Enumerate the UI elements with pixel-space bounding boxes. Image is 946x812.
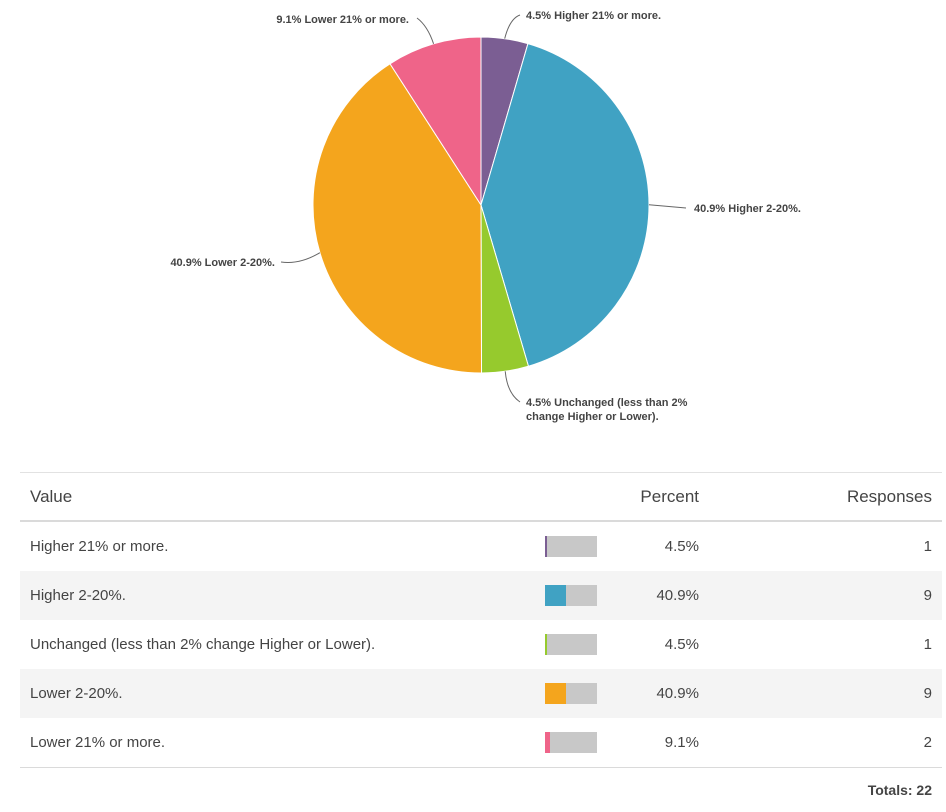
pie-chart: 4.5% Higher 21% or more. 40.9% Higher 2-2… xyxy=(0,0,946,440)
pie-chart-svg: 4.5% Higher 21% or more. 40.9% Higher 2-2… xyxy=(0,0,946,440)
pie-slice-label: 40.9% Lower 2-20%. xyxy=(170,257,275,269)
percent-bar xyxy=(545,585,597,606)
percent-bar xyxy=(545,536,597,557)
percent-bar-fill xyxy=(545,585,566,606)
table-row: Lower 21% or more. 9.1%2 xyxy=(20,718,942,768)
row-bar-cell xyxy=(538,571,610,620)
header-percent: Percent xyxy=(610,473,701,522)
row-bar-cell xyxy=(538,718,610,768)
header-value: Value xyxy=(20,473,538,522)
table-row: Higher 21% or more. 4.5%1 xyxy=(20,521,942,571)
pie-slice-label: 9.1% Lower 21% or more. xyxy=(276,14,409,26)
pie-label-connector xyxy=(417,18,434,44)
pie-label-connector xyxy=(505,15,520,39)
row-value: Higher 2-20%. xyxy=(20,571,538,620)
row-value: Lower 2-20%. xyxy=(20,669,538,718)
header-bar xyxy=(538,473,610,522)
table-row: Higher 2-20%. 40.9%9 xyxy=(20,571,942,620)
totals-row: Totals: 22 xyxy=(20,768,942,812)
table-row: Unchanged (less than 2% change Higher or… xyxy=(20,620,942,669)
pie-label-connector xyxy=(649,205,686,208)
row-bar-cell xyxy=(538,669,610,718)
row-bar-cell xyxy=(538,521,610,571)
header-responses: Responses xyxy=(701,473,942,522)
row-value: Higher 21% or more. xyxy=(20,521,538,571)
row-responses: 2 xyxy=(701,718,942,768)
pie-slice-label: 4.5% Higher 21% or more. xyxy=(526,10,661,22)
percent-bar xyxy=(545,732,597,753)
row-percent: 40.9% xyxy=(610,571,701,620)
row-percent: 4.5% xyxy=(610,521,701,571)
percent-bar-fill xyxy=(545,732,550,753)
row-responses: 1 xyxy=(701,521,942,571)
pie-label-connector xyxy=(505,371,520,402)
table-header-row: Value Percent Responses xyxy=(20,473,942,522)
percent-bar xyxy=(545,634,597,655)
row-value: Lower 21% or more. xyxy=(20,718,538,768)
percent-bar-fill xyxy=(545,683,566,704)
percent-bar xyxy=(545,683,597,704)
row-percent: 4.5% xyxy=(610,620,701,669)
percent-bar-fill xyxy=(545,536,547,557)
row-bar-cell xyxy=(538,620,610,669)
table-row: Lower 2-20%. 40.9%9 xyxy=(20,669,942,718)
percent-bar-fill xyxy=(545,634,547,655)
row-percent: 40.9% xyxy=(610,669,701,718)
row-responses: 9 xyxy=(701,571,942,620)
results-table: Value Percent Responses Higher 21% or mo… xyxy=(20,472,942,812)
pie-slice-label: 40.9% Higher 2-20%. xyxy=(694,203,801,215)
totals-text: Totals: 22 xyxy=(20,768,942,812)
pie-label-connector xyxy=(281,253,320,263)
row-responses: 9 xyxy=(701,669,942,718)
row-value: Unchanged (less than 2% change Higher or… xyxy=(20,620,538,669)
row-percent: 9.1% xyxy=(610,718,701,768)
row-responses: 1 xyxy=(701,620,942,669)
pie-slice-label: 4.5% Unchanged (less than 2%change Highe… xyxy=(526,397,688,423)
